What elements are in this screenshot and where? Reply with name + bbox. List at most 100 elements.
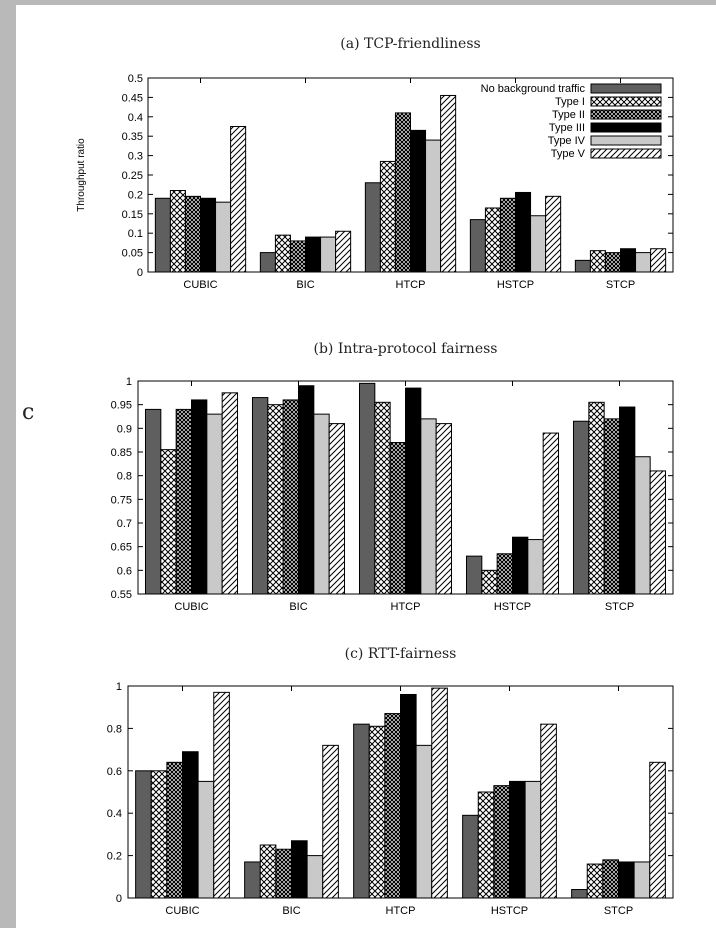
- y-tick-label: 0.85: [111, 447, 132, 459]
- bar-bic-type-i: [259, 844, 277, 899]
- bar-stcp-type-i: [588, 401, 605, 595]
- x-category-label: BIC: [289, 601, 307, 613]
- y-tick-label: 0: [116, 893, 122, 905]
- bar-hstcp-type-ii: [496, 553, 513, 595]
- bar-bic-type-iv: [320, 236, 337, 273]
- bar-cubic-type-iv: [215, 201, 232, 273]
- y-tick-label: 0.95: [111, 400, 132, 412]
- bar-stcp-no-background-traffic: [572, 420, 590, 595]
- bar-hstcp-no-background-traffic: [465, 555, 483, 595]
- bar-bic-type-i: [274, 234, 291, 273]
- left-frame-border: [0, 0, 16, 928]
- x-category-label: HSTCP: [497, 279, 534, 291]
- y-tick-label: 0.2: [128, 189, 143, 201]
- bar-cubic-type-i: [169, 190, 186, 273]
- y-tick-label: 1: [126, 376, 132, 388]
- legend-swatch: [590, 83, 662, 94]
- bar-htcp-type-i: [374, 401, 391, 595]
- bar-cubic-type-ii: [166, 761, 183, 899]
- x-category-label: HSTCP: [491, 905, 528, 917]
- chart-title: (a) TCP-friendliness: [340, 36, 480, 52]
- chart-intra-protocol-fairness: (b) Intra-protocol fairness 0.55 0.6 0.65 0.…: [111, 341, 674, 613]
- bar-stcp-type-iv: [633, 861, 651, 899]
- bar-htcp-type-iv: [425, 139, 442, 273]
- y-tick-label: 0.7: [117, 518, 132, 530]
- bar-bic-no-background-traffic: [244, 861, 261, 899]
- top-frame-border: [0, 0, 716, 5]
- bar-cubic-type-iii: [182, 751, 199, 899]
- y-tick-label: 0.5: [128, 73, 143, 85]
- x-category-label: HSTCP: [494, 601, 531, 613]
- y-tick-label: 0.55: [111, 589, 132, 601]
- bar-htcp-type-v: [440, 94, 457, 273]
- y-tick-label: 0.35: [122, 131, 143, 143]
- bar-hstcp-type-ii: [499, 197, 517, 273]
- chart-title: (b) Intra-protocol fairness: [314, 341, 498, 357]
- plot-frame: [127, 685, 674, 899]
- bar-bic-type-v: [335, 230, 352, 273]
- legend-swatch: [590, 148, 662, 159]
- legend-swatch: [590, 135, 662, 146]
- bar-cubic-type-i: [160, 449, 177, 595]
- y-tick-label: 0.4: [107, 808, 122, 820]
- bar-bic-type-iii: [298, 385, 315, 595]
- bar-bic-no-background-traffic: [259, 252, 276, 273]
- chart-tcp-friendliness: (a) TCP-friendliness Throughput ratio 0 0.0…: [76, 36, 674, 291]
- y-tick-label: 1: [116, 681, 122, 693]
- bar-cubic-no-background-traffic: [154, 197, 171, 273]
- legend-swatch: [590, 122, 662, 133]
- x-category-label: STCP: [605, 601, 634, 613]
- chart-title: (c) RTT-fairness: [345, 646, 457, 662]
- y-tick-label: 0.05: [122, 248, 143, 260]
- bar-stcp-type-ii: [602, 859, 619, 899]
- bar-stcp-type-iii: [620, 248, 637, 273]
- y-tick-label: 0.4: [128, 112, 143, 124]
- x-category-label: CUBIC: [165, 905, 199, 917]
- bar-hstcp-type-i: [481, 569, 498, 595]
- bar-bic-type-v: [328, 423, 346, 595]
- bar-stcp-type-v: [650, 248, 667, 273]
- bar-cubic-type-iii: [191, 399, 208, 595]
- bar-cubic-type-i: [150, 770, 168, 899]
- bar-bic-type-ii: [282, 399, 299, 595]
- bar-cubic-type-v: [230, 126, 247, 273]
- bar-bic-type-ii: [275, 848, 293, 899]
- x-category-label: HTCP: [391, 601, 421, 613]
- bar-stcp-type-iv: [635, 252, 652, 273]
- bar-cubic-type-v: [213, 691, 230, 899]
- y-tick-label: 0.15: [122, 209, 143, 221]
- y-tick-label: 0: [137, 267, 143, 279]
- bar-hstcp-type-iii: [509, 780, 526, 899]
- legend-label: Type V: [551, 148, 586, 160]
- bar-hstcp-type-iii: [515, 191, 532, 273]
- bar-stcp-type-iii: [619, 406, 636, 595]
- legend-swatch: [590, 109, 662, 120]
- bar-htcp-type-v: [431, 687, 448, 899]
- bar-cubic-type-iii: [200, 197, 217, 273]
- bar-bic-no-background-traffic: [251, 397, 269, 595]
- x-category-label: HTCP: [386, 905, 416, 917]
- bar-htcp-type-ii: [389, 442, 406, 595]
- bar-hstcp-no-background-traffic: [469, 219, 486, 273]
- bar-hstcp-type-i: [484, 207, 501, 273]
- y-tick-label: 0.1: [128, 228, 143, 240]
- x-category-label: STCP: [606, 279, 635, 291]
- bar-bic-type-v: [322, 744, 339, 899]
- bar-htcp-type-iv: [420, 418, 437, 595]
- bar-bic-type-ii: [289, 240, 307, 273]
- bar-stcp-type-iv: [634, 456, 651, 595]
- bar-htcp-type-v: [435, 423, 453, 595]
- bar-hstcp-type-v: [542, 432, 560, 595]
- bar-stcp-type-ii: [604, 252, 622, 273]
- y-tick-label: 0.75: [111, 494, 132, 506]
- bar-htcp-no-background-traffic: [364, 182, 381, 273]
- y-tick-label: 0.8: [117, 471, 132, 483]
- y-tick-label: 0.8: [107, 723, 122, 735]
- x-category-label: BIC: [296, 279, 314, 291]
- bar-bic-type-iv: [306, 855, 324, 899]
- bar-hstcp-type-iv: [524, 780, 542, 899]
- bar-htcp-type-ii: [384, 713, 402, 899]
- bar-htcp-no-background-traffic: [358, 382, 376, 595]
